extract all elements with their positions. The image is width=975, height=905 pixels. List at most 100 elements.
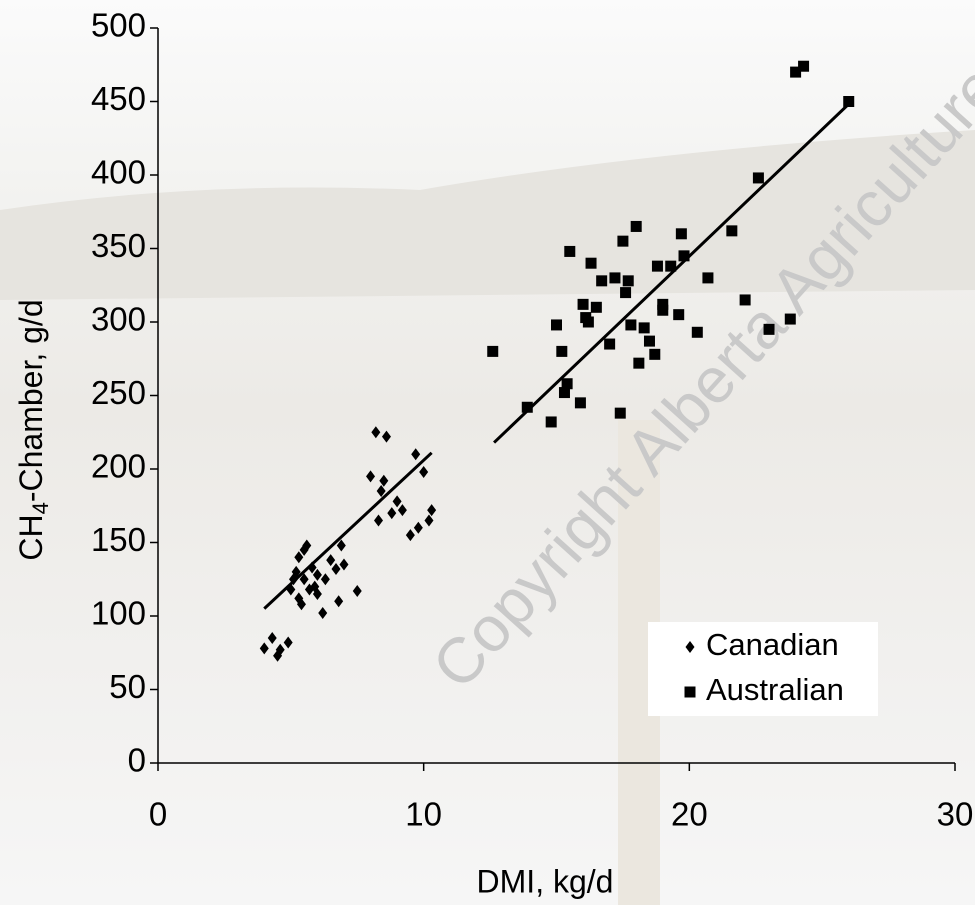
point: [678, 250, 690, 262]
y-tick-label: 350: [91, 227, 146, 264]
point: [843, 96, 855, 107]
point: [784, 313, 796, 325]
point: [582, 316, 594, 328]
point: [585, 257, 597, 269]
point: [411, 448, 421, 461]
point: [739, 294, 751, 306]
hills: [0, 130, 975, 300]
point: [726, 225, 738, 237]
legend: Canadian Australian: [648, 622, 878, 716]
trend-line: [263, 451, 433, 610]
point: [609, 272, 621, 284]
x-tick-label: 10: [405, 796, 442, 833]
point: [657, 298, 669, 310]
point: [312, 568, 322, 581]
point: [596, 275, 608, 287]
point: [752, 172, 764, 184]
point: [545, 416, 557, 428]
y-axis-label: CH4-Chamber, g/d: [13, 299, 52, 560]
point: [275, 643, 285, 656]
legend-marker: [684, 686, 696, 698]
x-tick-label: 0: [149, 796, 167, 833]
point: [643, 335, 655, 347]
point: [649, 348, 661, 360]
point: [590, 301, 602, 313]
x-axis-label: DMI, kg/d: [477, 863, 614, 899]
point: [371, 426, 381, 439]
point: [294, 551, 304, 564]
x-tick-label: 30: [937, 796, 974, 833]
point: [427, 504, 437, 517]
y-label-rest: -Chamber, g/d: [13, 299, 49, 502]
point: [366, 470, 376, 483]
point: [521, 401, 533, 413]
point: [558, 387, 570, 399]
y-label-sub: 4: [28, 502, 53, 514]
y-tick-label: 0: [128, 742, 146, 779]
point: [665, 260, 677, 272]
point: [334, 595, 344, 608]
point: [620, 287, 632, 299]
point: [673, 309, 685, 321]
point: [556, 345, 568, 357]
point: [374, 514, 384, 527]
point: [675, 228, 687, 240]
point: [487, 345, 499, 357]
point: [379, 474, 389, 487]
y-tick-label: 150: [91, 521, 146, 558]
point: [617, 235, 629, 247]
point: [387, 507, 397, 520]
point: [331, 562, 341, 575]
point: [551, 319, 562, 331]
point: [651, 260, 663, 272]
point: [763, 323, 775, 335]
point: [638, 322, 650, 334]
point: [419, 465, 429, 478]
point: [790, 66, 802, 78]
y-tick-label: 50: [109, 668, 146, 705]
point: [339, 558, 349, 571]
point: [336, 539, 346, 552]
point: [397, 504, 407, 517]
point: [299, 573, 309, 586]
point: [381, 430, 391, 443]
point: [283, 636, 293, 649]
point: [312, 587, 322, 600]
point: [405, 529, 415, 542]
point: [376, 485, 386, 498]
y-tick-label: 300: [91, 301, 146, 338]
point: [577, 298, 589, 310]
point: [267, 632, 277, 645]
point: [614, 407, 626, 419]
legend-marker: [685, 641, 695, 653]
x-tick-label: 20: [671, 796, 708, 833]
point: [798, 60, 810, 72]
y-tick-label: 250: [91, 374, 146, 411]
y-tick-label: 400: [91, 154, 146, 191]
point: [392, 495, 402, 508]
point: [604, 338, 616, 350]
y-tick-label: 100: [91, 595, 146, 632]
point: [633, 357, 645, 369]
y-tick-label: 200: [91, 448, 146, 485]
y-tick-label: 450: [91, 80, 146, 117]
point: [326, 554, 336, 567]
point: [702, 272, 714, 284]
point: [296, 598, 306, 611]
trend-line: [493, 100, 853, 444]
y-label-main: CH: [13, 514, 49, 560]
point: [657, 304, 669, 316]
point: [320, 573, 330, 586]
point: [564, 245, 576, 257]
point: [630, 220, 642, 232]
legend-label: Canadian: [706, 627, 839, 662]
point: [691, 326, 703, 338]
point: [318, 607, 328, 620]
point: [352, 585, 362, 598]
point: [625, 319, 637, 331]
point: [622, 275, 634, 287]
legend-box: [648, 622, 878, 716]
point: [424, 514, 434, 527]
